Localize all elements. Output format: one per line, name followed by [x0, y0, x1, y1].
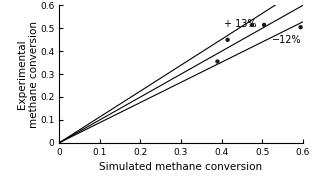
- Text: + 13%: + 13%: [223, 19, 256, 29]
- Text: −12%: −12%: [272, 35, 302, 45]
- Y-axis label: Experimental
methane conversion: Experimental methane conversion: [17, 21, 39, 128]
- Point: [261, 23, 266, 26]
- Point: [298, 26, 303, 29]
- X-axis label: Simulated methane conversion: Simulated methane conversion: [100, 162, 262, 172]
- Point: [249, 23, 254, 26]
- Point: [225, 38, 230, 41]
- Point: [215, 60, 220, 63]
